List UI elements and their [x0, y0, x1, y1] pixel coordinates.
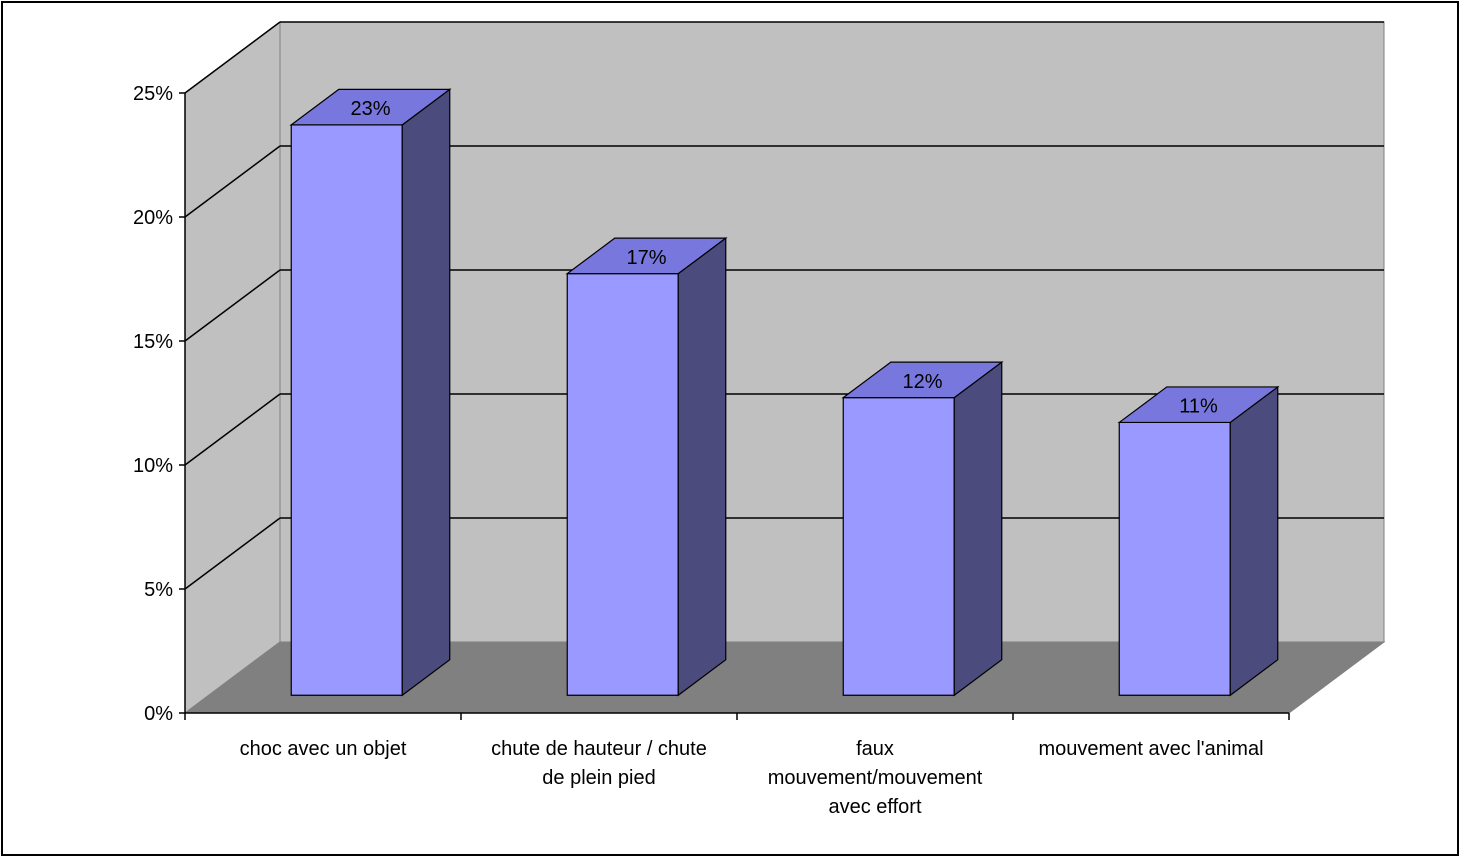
y-tick-label: 10%	[133, 455, 173, 477]
bars	[289, 88, 1280, 697]
y-tick-label: 5%	[144, 579, 173, 601]
side-wall	[184, 21, 281, 714]
data-label: 23%	[350, 98, 390, 120]
data-label: 12%	[902, 371, 942, 393]
bar-front	[566, 273, 679, 696]
gridline-side	[184, 21, 281, 94]
bar-top	[565, 237, 728, 275]
bar-side	[677, 236, 727, 697]
x-category-label: faux mouvement/mouvement avec effort	[768, 738, 983, 818]
y-tick-label: 0%	[144, 703, 173, 725]
bar-front	[290, 124, 403, 696]
x-category-label-line: mouvement avec l'animal	[1038, 738, 1263, 760]
bar-group	[565, 236, 728, 697]
y-tick-label: 20%	[133, 207, 173, 229]
y-tick-label: 25%	[133, 83, 173, 105]
x-category-label: choc avec un objet	[240, 738, 407, 760]
axes: 0% 5% 10% 15% 20% 25%	[133, 83, 1290, 725]
bar-front	[1118, 421, 1231, 696]
bar-side	[401, 88, 451, 697]
bar-group	[841, 360, 1004, 697]
bar-top	[1117, 386, 1280, 424]
plot-walls	[183, 21, 1386, 714]
bar-top	[289, 88, 452, 126]
gridline-side	[184, 269, 281, 342]
y-tick-label: 15%	[133, 331, 173, 353]
bar-group	[289, 88, 452, 697]
bar-side	[1229, 385, 1279, 697]
x-category-label-line: faux	[856, 738, 894, 760]
data-label: 11%	[1179, 396, 1218, 418]
x-category-label-line: de plein pied	[542, 767, 655, 789]
x-category-label-line: chute de hauteur / chute	[491, 738, 707, 760]
x-category-label: mouvement avec l'animal	[1038, 738, 1263, 760]
data-label: 17%	[626, 247, 666, 269]
x-category-label-line: avec effort	[828, 796, 921, 818]
bar-front	[842, 397, 955, 696]
x-category-label-line: choc avec un objet	[240, 738, 407, 760]
x-category-label-line: mouvement/mouvement	[768, 767, 983, 789]
gridline-side	[184, 393, 281, 466]
gridline-side	[184, 517, 281, 590]
gridline-side	[184, 145, 281, 218]
x-category-label: chute de hauteur / chute de plein pied	[491, 738, 707, 789]
bar-group	[1117, 385, 1280, 697]
bar-side	[953, 360, 1003, 697]
bar-top	[841, 361, 1004, 399]
labels: 23% 17% 12% 11% choc avec un objet chute de h…	[240, 98, 1264, 818]
